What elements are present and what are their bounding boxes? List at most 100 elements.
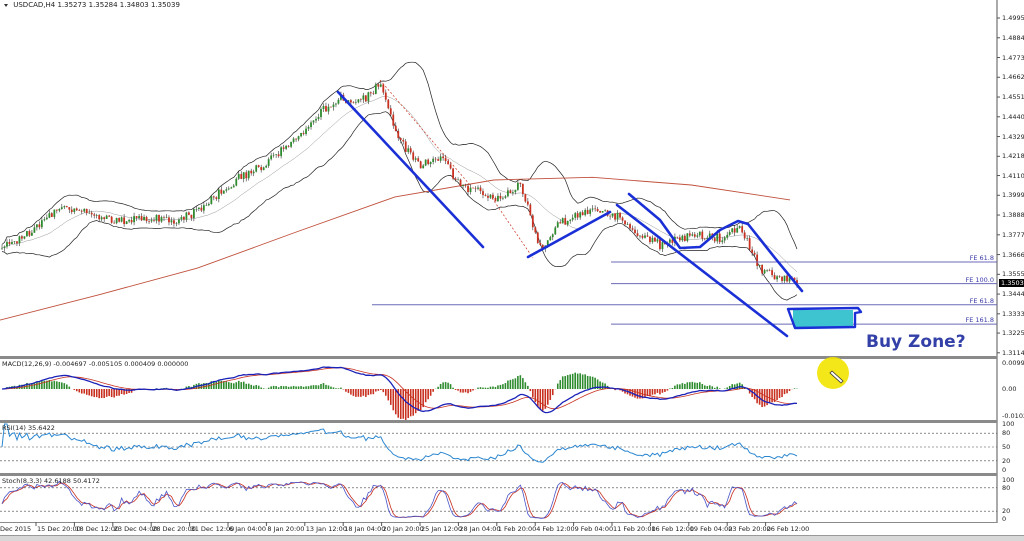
price-tick-label: 1.38880	[1002, 211, 1024, 220]
candle-body	[73, 208, 76, 212]
candle-body	[133, 216, 135, 223]
candle-body	[280, 147, 283, 157]
candle-body	[407, 148, 410, 152]
price-tick-label: 1.36660	[1002, 250, 1024, 259]
candle-body	[310, 122, 312, 128]
candle-body	[778, 276, 781, 277]
candle-body	[713, 238, 716, 242]
candle-body	[55, 209, 58, 211]
panel-separator	[0, 473, 997, 476]
candle-body	[282, 147, 285, 149]
bottom-tab-bar[interactable]	[0, 535, 1024, 541]
candle-body	[43, 219, 46, 221]
candle-body	[242, 172, 245, 179]
candle-body	[546, 240, 549, 246]
candle-body	[285, 145, 288, 149]
price-tick-label: 1.48840	[1002, 33, 1024, 42]
candle-body	[519, 182, 522, 184]
candle-body	[539, 242, 542, 245]
candle-body	[40, 220, 43, 228]
time-tick-label: 31 Dec 12:00	[190, 525, 235, 533]
bollinger-upper-band	[1, 61, 798, 250]
candle-body	[751, 249, 754, 253]
candle-body	[526, 201, 529, 205]
candle-body	[1, 247, 3, 249]
candle-body	[721, 240, 724, 243]
candle-body	[212, 196, 215, 198]
candle-body	[487, 195, 489, 198]
candle-body	[100, 217, 103, 220]
candle-body	[599, 211, 602, 213]
candle-body	[108, 215, 111, 217]
rsi-tick-label: 100	[1002, 420, 1015, 428]
candle-body	[252, 171, 255, 174]
candle-body	[175, 223, 178, 224]
panel-separator	[0, 356, 997, 359]
candle-body	[98, 215, 101, 220]
time-tick-label: 20 Jan 20:00	[382, 525, 424, 533]
time-tick-label: 18 Jan 04:00	[344, 525, 386, 533]
candle-body	[776, 276, 778, 280]
candle-body	[452, 168, 454, 179]
candle-body	[733, 228, 736, 233]
price-tick-label: 1.45510	[1002, 93, 1024, 102]
candle-body	[604, 210, 607, 211]
time-tick-label: 16 Feb 12:00	[651, 525, 695, 533]
candle-body	[701, 231, 704, 239]
candle-body	[6, 241, 8, 247]
candle-body	[60, 207, 63, 209]
candle-body	[427, 159, 430, 165]
candle-body	[170, 220, 173, 223]
candle-body	[352, 102, 355, 104]
candle-body	[28, 231, 31, 236]
stoch-main-line	[1, 480, 798, 519]
candle-body	[566, 220, 569, 225]
candle-body	[594, 208, 597, 210]
candle-body	[192, 209, 195, 219]
candle-body	[614, 213, 616, 220]
candle-body	[88, 212, 91, 214]
candle-body	[118, 218, 121, 222]
candle-body	[332, 104, 335, 108]
candle-body	[442, 156, 445, 159]
candle-body	[330, 106, 332, 108]
macd-tick-label: 0.00993	[1002, 359, 1024, 367]
candle-body	[556, 222, 559, 228]
candle-body	[746, 238, 749, 239]
time-tick-label: 23 Feb 20:00	[728, 525, 771, 533]
candle-body	[574, 213, 577, 218]
fib-level-label: FE 100.0	[965, 275, 994, 284]
time-tick-label: 4 Feb 12:00	[536, 525, 575, 533]
candle-body	[502, 197, 504, 199]
candle-body	[145, 216, 148, 222]
chart-header: USDCAD,H4 1.35273 1.35284 1.34803 1.3503…	[4, 1, 180, 9]
candle-body	[123, 217, 126, 225]
candle-body	[78, 210, 81, 211]
candle-body	[469, 187, 472, 193]
candle-body	[489, 194, 492, 198]
candle-body	[220, 189, 223, 194]
candle-body	[399, 138, 402, 140]
candle-body	[626, 224, 629, 225]
candle-body	[654, 237, 656, 242]
candle-body	[504, 196, 507, 198]
candle-body	[424, 159, 427, 166]
candle-body	[140, 216, 143, 221]
candle-body	[18, 236, 21, 244]
stoch-tick-label: 0	[1002, 515, 1007, 523]
candle-body	[437, 159, 440, 161]
candle-body	[367, 92, 370, 102]
candle-body	[387, 99, 390, 109]
candle-body	[379, 84, 382, 87]
rsi-tick-label: 80	[1002, 429, 1011, 438]
candle-body	[295, 138, 297, 140]
candle-body	[31, 232, 33, 236]
candle-body	[135, 216, 138, 218]
time-tick-label: 19 Feb 04:00	[689, 525, 733, 533]
pencil-cursor-icon	[829, 370, 844, 384]
candle-body	[589, 209, 592, 214]
candle-body	[148, 221, 150, 222]
candle-body	[105, 215, 108, 219]
candle-body	[120, 217, 123, 222]
candle-body	[195, 209, 198, 210]
